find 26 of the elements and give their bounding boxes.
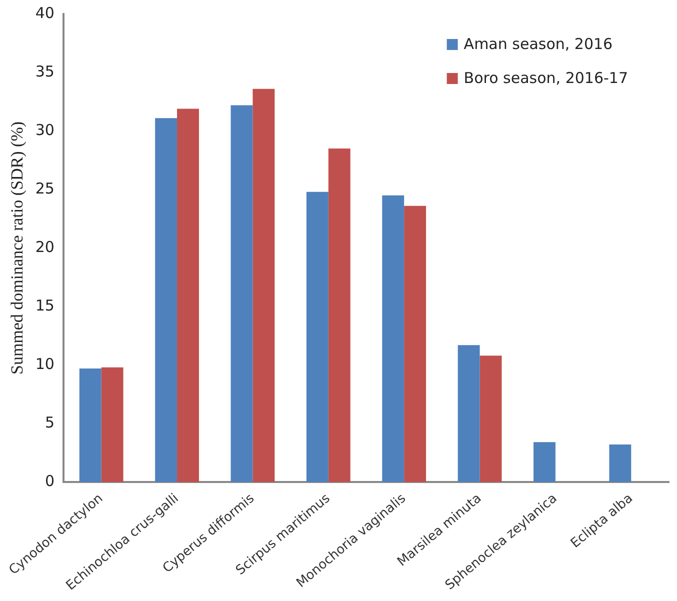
bar — [534, 442, 556, 482]
y-tick-label: 30 — [35, 120, 54, 139]
y-tick-label: 10 — [35, 354, 54, 373]
y-tick-label: 15 — [35, 296, 54, 314]
y-tick-label: 5 — [44, 413, 54, 432]
bar — [458, 345, 480, 482]
bar — [101, 367, 124, 482]
bar — [230, 105, 253, 482]
bar — [252, 88, 275, 482]
y-tick-label: 35 — [35, 62, 54, 80]
bar — [177, 108, 199, 482]
bar — [404, 206, 426, 482]
bar — [328, 148, 350, 482]
y-tick-label: 20 — [35, 238, 54, 256]
y-tick-label: 40 — [35, 4, 54, 22]
bar — [306, 192, 328, 482]
bar — [609, 444, 632, 482]
bar — [79, 368, 102, 482]
legend-label: Boro season, 2016-17 — [464, 68, 628, 87]
y-axis-title: Summed dominance ratio (SDR) (%) — [8, 121, 27, 375]
y-tick-label: 25 — [35, 179, 54, 198]
bar — [480, 356, 502, 482]
bar — [155, 118, 178, 482]
y-tick-label: 0 — [44, 472, 54, 490]
bar — [382, 195, 404, 482]
legend-label: Aman season, 2016 — [464, 34, 613, 53]
